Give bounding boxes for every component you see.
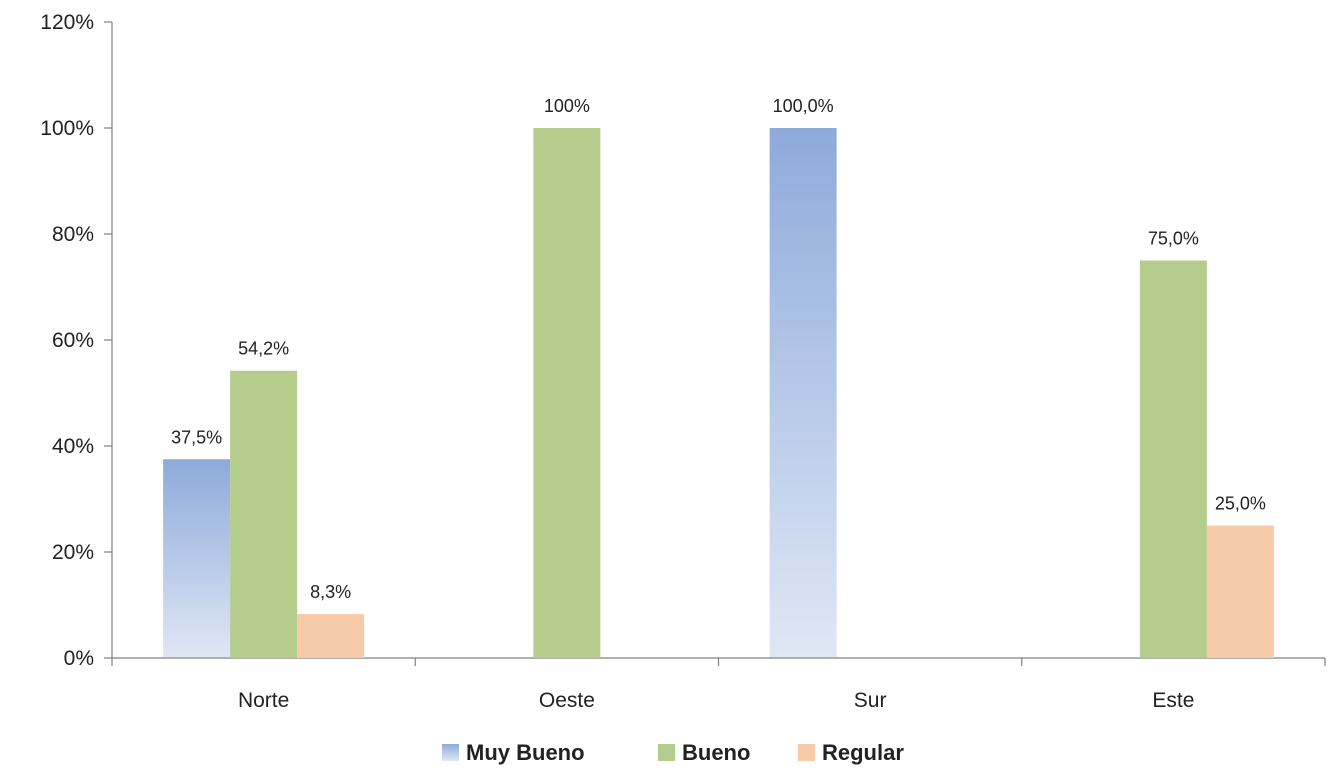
- y-tick-label: 20%: [52, 541, 94, 564]
- x-category-label: Norte: [238, 689, 289, 712]
- y-tick-label: 100%: [40, 117, 94, 140]
- data-label: 100%: [544, 96, 590, 116]
- x-category-label: Este: [1152, 689, 1194, 712]
- data-label: 37,5%: [171, 427, 222, 447]
- data-labels: 37,5% 54,2% 8,3% 100% 100,0% 75,0% 25,0%: [171, 96, 1266, 602]
- data-label: 25,0%: [1215, 494, 1266, 514]
- data-label: 54,2%: [238, 339, 289, 359]
- y-tick-label: 60%: [52, 329, 94, 352]
- legend-label: Regular: [822, 740, 904, 765]
- legend-swatch: [798, 744, 815, 761]
- legend-label: Bueno: [682, 740, 750, 765]
- bar-muy-bueno: [163, 459, 230, 658]
- y-tick-label: 0%: [64, 647, 94, 670]
- x-category-label: Oeste: [539, 689, 595, 712]
- bars: [163, 128, 1274, 658]
- data-label: 8,3%: [310, 582, 351, 602]
- y-tick-label: 80%: [52, 223, 94, 246]
- x-category-label: Sur: [854, 689, 887, 712]
- bar-bueno: [1140, 261, 1207, 659]
- data-label: 75,0%: [1148, 229, 1199, 249]
- legend-swatch: [658, 744, 675, 761]
- legend: Muy Bueno Bueno Regular: [442, 740, 904, 765]
- y-tick-label: 40%: [52, 435, 94, 458]
- bar-regular: [297, 614, 364, 658]
- bar-bueno: [533, 128, 600, 658]
- legend-label: Muy Bueno: [466, 740, 585, 765]
- data-label: 100,0%: [773, 96, 834, 116]
- bar-muy-bueno: [770, 128, 837, 658]
- y-tick-label: 120%: [40, 11, 94, 34]
- bar-regular: [1207, 526, 1274, 659]
- legend-swatch: [442, 744, 459, 761]
- bar-bueno: [230, 371, 297, 658]
